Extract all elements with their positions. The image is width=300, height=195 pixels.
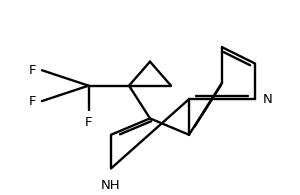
Text: F: F bbox=[28, 95, 36, 108]
Text: N: N bbox=[262, 93, 272, 106]
Text: NH: NH bbox=[101, 179, 121, 192]
Text: F: F bbox=[85, 116, 92, 129]
Text: F: F bbox=[28, 64, 36, 77]
